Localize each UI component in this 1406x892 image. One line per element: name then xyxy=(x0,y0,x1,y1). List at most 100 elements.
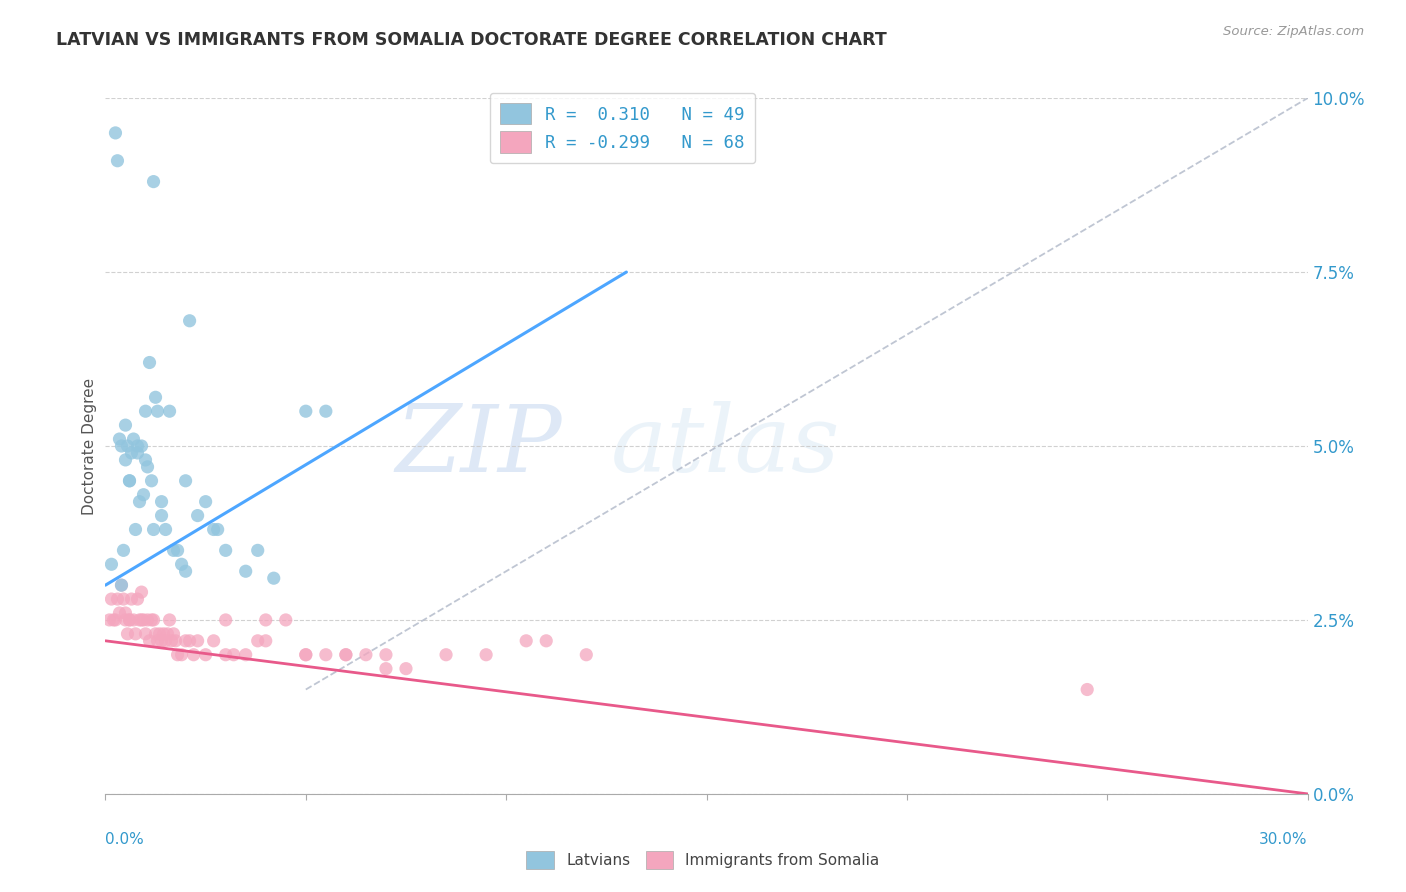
Point xyxy=(142,175,165,189)
Point xyxy=(222,648,245,662)
Point xyxy=(475,648,498,662)
Text: LATVIAN VS IMMIGRANTS FROM SOMALIA DOCTORATE DEGREE CORRELATION CHART: LATVIAN VS IMMIGRANTS FROM SOMALIA DOCTO… xyxy=(56,31,887,49)
Point xyxy=(131,613,153,627)
Point xyxy=(132,488,155,502)
Point xyxy=(295,404,318,418)
Point xyxy=(170,648,193,662)
Point xyxy=(187,508,209,523)
Point xyxy=(121,592,143,607)
Point xyxy=(194,494,217,508)
Point xyxy=(145,390,167,404)
Point xyxy=(114,453,136,467)
Point xyxy=(254,633,277,648)
Text: 30.0%: 30.0% xyxy=(1260,832,1308,847)
Point xyxy=(395,662,418,676)
Point xyxy=(128,494,150,508)
Point xyxy=(127,439,149,453)
Point xyxy=(194,648,217,662)
Point xyxy=(107,592,129,607)
Point xyxy=(165,633,187,648)
Point xyxy=(127,592,149,607)
Point xyxy=(112,543,135,558)
Point xyxy=(235,648,257,662)
Point xyxy=(174,633,197,648)
Point xyxy=(335,648,357,662)
Point xyxy=(246,633,269,648)
Point xyxy=(174,474,197,488)
Point xyxy=(159,613,181,627)
Point xyxy=(136,613,159,627)
Point xyxy=(274,613,297,627)
Text: atlas: atlas xyxy=(610,401,839,491)
Point xyxy=(214,613,236,627)
Point xyxy=(138,633,160,648)
Point xyxy=(202,633,225,648)
Point xyxy=(122,613,145,627)
Point xyxy=(335,648,357,662)
Point xyxy=(354,648,377,662)
Point xyxy=(155,633,177,648)
Point xyxy=(254,613,277,627)
Point xyxy=(124,523,146,537)
Point xyxy=(315,648,337,662)
Point xyxy=(142,613,165,627)
Text: Source: ZipAtlas.com: Source: ZipAtlas.com xyxy=(1223,25,1364,38)
Point xyxy=(179,314,201,328)
Point xyxy=(135,627,157,641)
Point xyxy=(110,578,132,592)
Point xyxy=(132,613,155,627)
Point xyxy=(118,474,141,488)
Point xyxy=(207,523,229,537)
Point xyxy=(117,627,139,641)
Point xyxy=(104,613,127,627)
Point xyxy=(214,648,236,662)
Point xyxy=(174,564,197,578)
Point xyxy=(187,633,209,648)
Point xyxy=(150,508,173,523)
Point xyxy=(142,523,165,537)
Point xyxy=(374,662,396,676)
Point xyxy=(118,613,141,627)
Point xyxy=(179,633,201,648)
Point xyxy=(434,648,457,662)
Point xyxy=(135,404,157,418)
Point xyxy=(127,446,149,460)
Legend: R =  0.310   N = 49, R = -0.299   N = 68: R = 0.310 N = 49, R = -0.299 N = 68 xyxy=(489,93,755,163)
Point xyxy=(214,543,236,558)
Point xyxy=(112,592,135,607)
Point xyxy=(170,558,193,572)
Point xyxy=(374,648,396,662)
Point xyxy=(152,627,174,641)
Point xyxy=(114,613,136,627)
Point xyxy=(159,404,181,418)
Point xyxy=(575,648,598,662)
Point xyxy=(156,627,179,641)
Point xyxy=(148,627,170,641)
Point xyxy=(98,613,121,627)
Point xyxy=(263,571,285,585)
Text: 0.0%: 0.0% xyxy=(105,832,145,847)
Point xyxy=(145,627,167,641)
Point xyxy=(150,494,173,508)
Point xyxy=(141,474,163,488)
Point xyxy=(202,523,225,537)
Point xyxy=(155,523,177,537)
Point xyxy=(183,648,205,662)
Point xyxy=(103,613,125,627)
Y-axis label: Doctorate Degree: Doctorate Degree xyxy=(82,377,97,515)
Point xyxy=(515,633,537,648)
Point xyxy=(150,633,173,648)
Point xyxy=(246,543,269,558)
Point xyxy=(100,558,122,572)
Point xyxy=(114,606,136,620)
Point xyxy=(166,648,188,662)
Point xyxy=(166,543,188,558)
Point xyxy=(138,355,160,369)
Point xyxy=(135,453,157,467)
Point xyxy=(146,633,169,648)
Point xyxy=(295,648,318,662)
Point xyxy=(295,648,318,662)
Point xyxy=(315,404,337,418)
Point xyxy=(141,613,163,627)
Point xyxy=(100,592,122,607)
